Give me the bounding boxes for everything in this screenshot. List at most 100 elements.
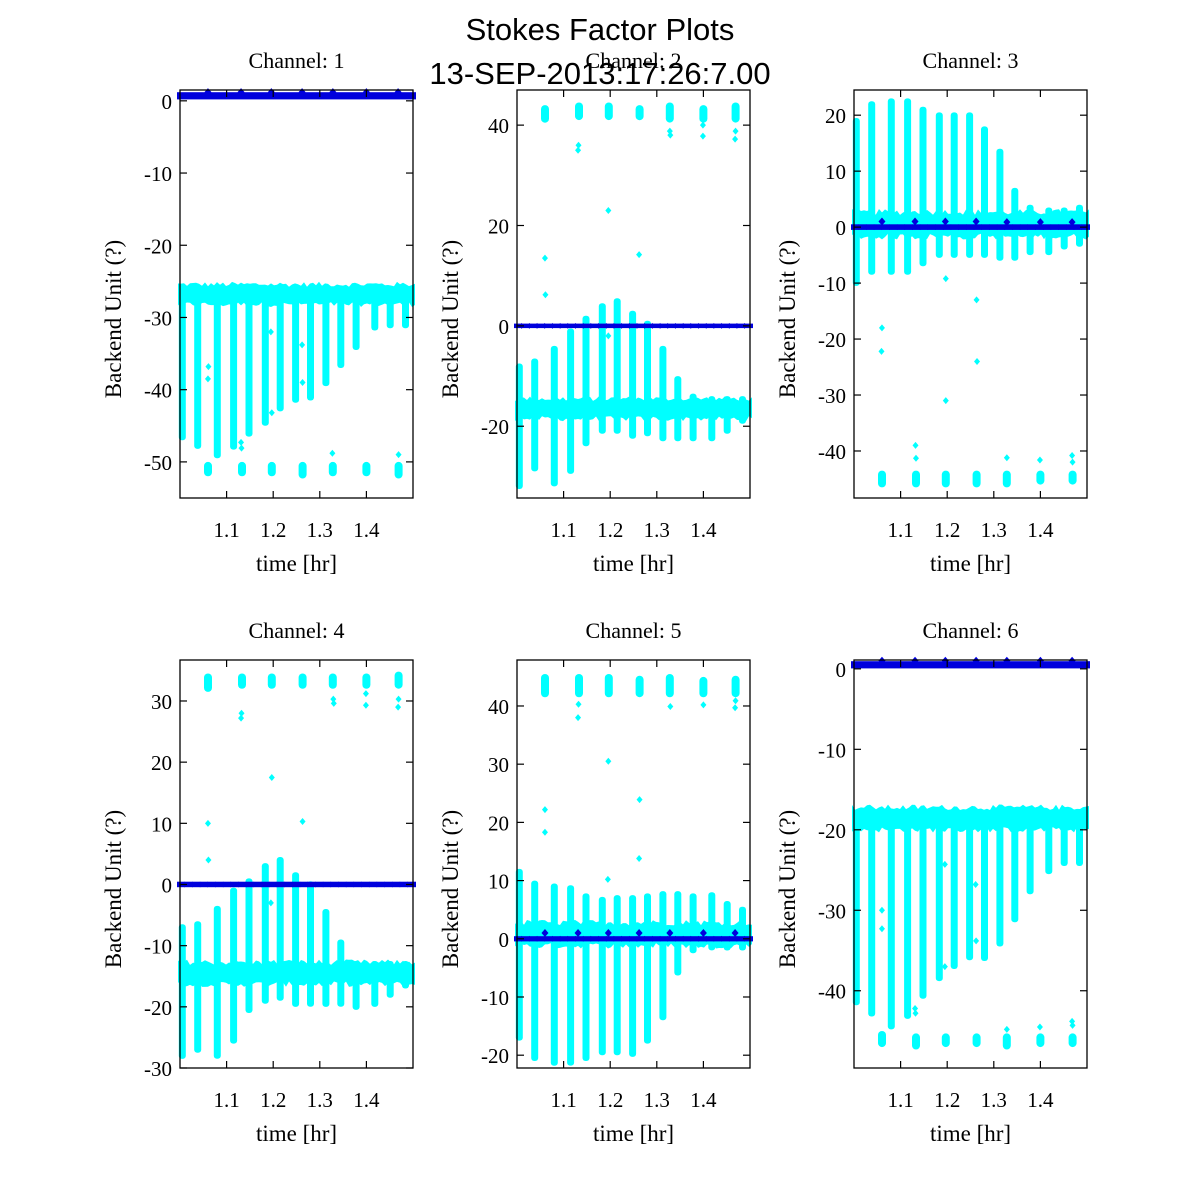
raw-outlier-point bbox=[912, 454, 919, 462]
reference-marker bbox=[941, 217, 949, 226]
reference-point bbox=[925, 661, 930, 668]
y-tick-label: -20 bbox=[818, 328, 846, 352]
reference-point bbox=[727, 935, 732, 942]
raw-spike bbox=[981, 126, 988, 258]
y-tick-label: -10 bbox=[144, 162, 172, 186]
reference-point bbox=[650, 935, 655, 942]
reference-point bbox=[328, 881, 333, 888]
raw-spike bbox=[567, 328, 575, 474]
reference-marker bbox=[1068, 218, 1076, 227]
reference-point bbox=[221, 92, 226, 99]
raw-spike bbox=[629, 895, 637, 1057]
raw-spike bbox=[550, 345, 558, 487]
reference-point bbox=[642, 322, 647, 329]
reference-point bbox=[964, 661, 969, 668]
reference-point bbox=[995, 661, 1000, 668]
reference-point bbox=[918, 224, 923, 231]
axes-frame bbox=[516, 89, 751, 499]
reference-line bbox=[177, 881, 416, 888]
y-tick-label: 20 bbox=[825, 104, 846, 128]
x-tick-label: 1.1 bbox=[887, 518, 913, 542]
reference-point bbox=[1010, 224, 1015, 231]
reference-point bbox=[267, 881, 272, 888]
axes-frame bbox=[179, 659, 414, 1069]
raw-spike bbox=[371, 961, 379, 1007]
reference-point bbox=[1033, 224, 1038, 231]
reference-point bbox=[313, 92, 318, 99]
reference-point bbox=[313, 881, 318, 888]
raw-spike bbox=[213, 905, 221, 1059]
reference-marker bbox=[972, 217, 980, 226]
reference-point bbox=[558, 935, 563, 942]
y-tick-label: -40 bbox=[818, 440, 846, 464]
x-tick-label: 1.1 bbox=[550, 1088, 576, 1112]
y-axis-label: Backend Unit (?) bbox=[101, 810, 126, 968]
reference-point bbox=[1056, 661, 1061, 668]
y-tick-label: 10 bbox=[488, 870, 509, 894]
reference-point bbox=[542, 322, 547, 329]
reference-marker bbox=[1068, 656, 1076, 665]
y-axis-label: Backend Unit (?) bbox=[775, 240, 800, 398]
reference-point bbox=[704, 935, 709, 942]
raw-cluster bbox=[635, 105, 644, 121]
reference-point bbox=[995, 224, 1000, 231]
raw-spike bbox=[1076, 813, 1083, 866]
reference-point bbox=[971, 224, 976, 231]
reference-point bbox=[1025, 224, 1030, 231]
raw-cluster bbox=[972, 470, 981, 488]
raw-outlier-point bbox=[636, 854, 643, 862]
reference-marker bbox=[1003, 656, 1011, 665]
raw-spike bbox=[245, 288, 253, 437]
reference-point bbox=[213, 881, 218, 888]
raw-spike bbox=[582, 315, 590, 447]
raw-cluster bbox=[575, 674, 583, 698]
reference-point bbox=[956, 661, 961, 668]
raw-spike bbox=[887, 98, 895, 275]
reference-point bbox=[573, 322, 578, 329]
y-tick-label: -20 bbox=[144, 234, 172, 258]
reference-point bbox=[374, 92, 379, 99]
reference-marker bbox=[911, 656, 919, 665]
reference-point bbox=[673, 322, 678, 329]
reference-point bbox=[588, 322, 593, 329]
raw-cluster bbox=[941, 1033, 950, 1048]
reference-marker bbox=[911, 217, 919, 226]
raw-cluster bbox=[941, 470, 950, 488]
raw-cluster bbox=[328, 461, 337, 477]
reference-point bbox=[902, 661, 907, 668]
reference-point bbox=[596, 935, 601, 942]
reference-point bbox=[704, 322, 709, 329]
raw-outlier-point bbox=[912, 1009, 919, 1017]
reference-point bbox=[274, 92, 279, 99]
reference-point bbox=[282, 92, 287, 99]
raw-spike bbox=[739, 396, 746, 424]
raw-outlier-point bbox=[666, 127, 673, 135]
reference-point bbox=[611, 322, 616, 329]
panel-channel-3: 1.1 1.2 1.3 1.4 20 10 0 -10 -20 -30 -40 Channel: 3 t… bbox=[775, 48, 1090, 576]
raw-spike bbox=[966, 112, 974, 258]
raw-outlier-point bbox=[974, 357, 981, 365]
reference-point bbox=[681, 322, 686, 329]
raw-cluster bbox=[665, 102, 674, 123]
x-tick-label: 1.1 bbox=[887, 1088, 913, 1112]
raw-cluster bbox=[1068, 1033, 1077, 1048]
reference-point bbox=[864, 224, 869, 231]
reference-point bbox=[251, 881, 256, 888]
reference-point bbox=[650, 322, 655, 329]
raw-outlier-point bbox=[699, 132, 706, 140]
x-tick-label: 1.3 bbox=[644, 1088, 670, 1112]
y-tick-label: 30 bbox=[488, 753, 509, 777]
reference-point bbox=[221, 881, 226, 888]
raw-spike bbox=[904, 98, 912, 275]
y-axis-label: Backend Unit (?) bbox=[438, 240, 463, 398]
raw-outlier-point bbox=[667, 131, 674, 139]
y-tick-label: -20 bbox=[818, 819, 846, 843]
raw-outlier-point bbox=[699, 121, 706, 129]
reference-point bbox=[581, 322, 586, 329]
x-tick-label: 1.2 bbox=[260, 518, 286, 542]
raw-cluster bbox=[204, 461, 212, 477]
raw-outlier-point bbox=[941, 860, 948, 868]
reference-marker bbox=[972, 656, 980, 665]
raw-spike bbox=[887, 813, 895, 1030]
